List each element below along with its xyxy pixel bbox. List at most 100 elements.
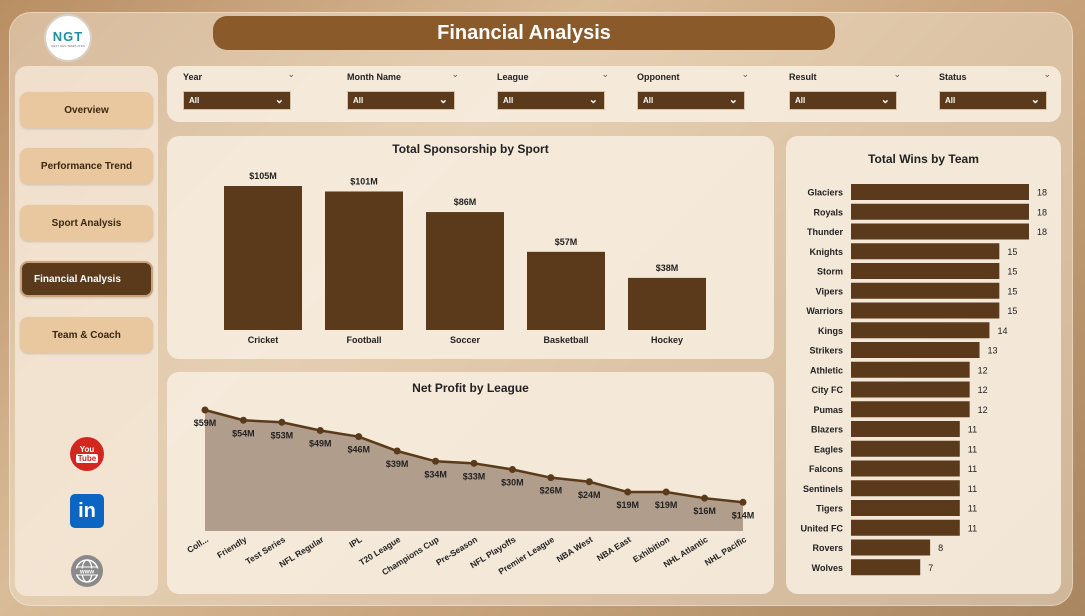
net-profit-point[interactable] [470,459,478,467]
net-profit-data-label: $16M [693,506,716,516]
globe-www-icon[interactable]: www [70,554,104,588]
filter-opponent-select[interactable]: All ⌄ [637,91,745,110]
net-profit-point[interactable] [547,474,555,482]
net-profit-point[interactable] [432,457,440,465]
net-profit-point[interactable] [201,406,209,414]
nav-sport-analysis-button[interactable]: Sport Analysis [20,205,153,241]
net-profit-point[interactable] [701,494,709,502]
nav-team-coach-button[interactable]: Team & Coach [20,317,153,353]
net-profit-area [205,410,743,531]
chevron-down-icon[interactable]: ⌄ [1043,69,1051,79]
net-profit-point[interactable] [624,488,632,496]
wins-bar[interactable] [851,263,1000,279]
wins-bar[interactable] [851,381,970,398]
sponsorship-category-label: Soccer [450,335,481,345]
wins-team-label: Rovers [812,543,843,553]
wins-bar[interactable] [851,519,960,536]
filter-status-select[interactable]: All ⌄ [939,91,1047,110]
filter-year-label: Year [183,72,203,82]
wins-data-label: 7 [928,563,933,573]
filter-status-label: Status [939,72,967,82]
youtube-icon[interactable]: You Tube [70,437,104,471]
sponsorship-bar[interactable] [628,277,706,330]
wins-team-label: Wolves [812,563,843,573]
net-profit-point[interactable] [316,427,324,435]
wins-bar[interactable] [851,342,980,358]
chevron-down-icon[interactable]: ⌄ [451,69,459,79]
filter-result-label: Result [789,72,817,82]
net-profit-category-label: Friendly [215,534,249,560]
wins-bar[interactable] [851,302,1000,319]
wins-bar[interactable] [851,559,921,576]
net-profit-point[interactable] [393,447,401,455]
filter-league: League ⌄ All ⌄ [497,66,617,122]
wins-team-label: Athletic [810,365,843,375]
filter-result-select[interactable]: All ⌄ [789,91,897,110]
chevron-down-icon[interactable]: ⌄ [287,69,295,79]
wins-team-label: Thunder [807,227,843,237]
net-profit-data-label: $33M [463,471,486,481]
wins-bar[interactable] [851,282,1000,299]
nav-performance-trend-button[interactable]: Performance Trend [20,148,153,184]
wins-bar[interactable] [851,480,960,497]
wins-team-label: Glaciers [807,188,843,198]
wins-bar[interactable] [851,223,1029,240]
chevron-down-icon: ⌄ [438,94,448,106]
filter-year-select[interactable]: All ⌄ [183,91,291,110]
filter-month-value: All [353,96,364,105]
wins-bar[interactable] [851,500,960,516]
net-profit-point[interactable] [239,416,247,424]
nav-financial-analysis-button[interactable]: Financial Analysis [20,261,153,297]
chevron-down-icon[interactable]: ⌄ [601,69,609,79]
chevron-down-icon[interactable]: ⌄ [893,69,901,79]
linkedin-icon[interactable]: in [70,494,104,528]
wins-data-label: 12 [978,365,988,375]
wins-data-label: 15 [1007,286,1017,296]
net-profit-point[interactable] [278,418,286,426]
net-profit-point[interactable] [508,465,516,473]
net-profit-panel: Net Profit by League $59M Coll... $54M Frie… [167,372,774,594]
wins-team-label: Kings [818,326,843,336]
net-profit-data-label: $30M [501,477,524,487]
wins-team-label: City FC [812,385,844,395]
wins-bar[interactable] [851,361,970,378]
filter-bar: Year ⌄ All ⌄ Month Name ⌄ All ⌄ League ⌄ A… [167,66,1061,122]
wins-bar[interactable] [851,184,1029,200]
wins-bar[interactable] [851,203,1029,220]
wins-team-label: Falcons [809,464,843,474]
wins-bar[interactable] [851,539,931,556]
chevron-down-icon: ⌄ [588,94,598,106]
wins-bar[interactable] [851,421,960,437]
filter-month-select[interactable]: All ⌄ [347,91,455,110]
wins-data-label: 12 [978,385,988,395]
filter-month-label: Month Name [347,72,401,82]
wins-chart-title: Total Wins by Team [868,152,979,166]
page-title: Financial Analysis [213,16,835,50]
sponsorship-data-label: $38M [656,263,679,273]
filter-result: Result ⌄ All ⌄ [789,66,909,122]
wins-bar[interactable] [851,440,960,457]
wins-bar[interactable] [851,401,970,418]
chevron-down-icon: ⌄ [880,94,890,106]
filter-year: Year ⌄ All ⌄ [183,66,303,122]
net-profit-point[interactable] [355,433,363,441]
sponsorship-bar[interactable] [224,186,302,330]
wins-team-label: Knights [810,247,844,257]
wins-data-label: 15 [1007,306,1017,316]
net-profit-point[interactable] [585,478,593,486]
sponsorship-bar[interactable] [426,212,504,330]
wins-team-label: Blazers [811,425,843,435]
sponsorship-bar[interactable] [325,191,403,330]
net-profit-point[interactable] [739,498,747,506]
wins-bar[interactable] [851,460,960,477]
filter-league-select[interactable]: All ⌄ [497,91,605,110]
wins-bar[interactable] [851,243,1000,260]
chevron-down-icon[interactable]: ⌄ [741,69,749,79]
sponsorship-bar[interactable] [527,251,605,330]
nav-overview-button[interactable]: Overview [20,92,153,128]
filter-status: Status ⌄ All ⌄ [939,66,1059,122]
wins-bar[interactable] [851,322,990,339]
net-profit-point[interactable] [662,488,670,496]
sponsorship-panel: Total Sponsorship by Sport $105M Cricket $… [167,136,774,359]
